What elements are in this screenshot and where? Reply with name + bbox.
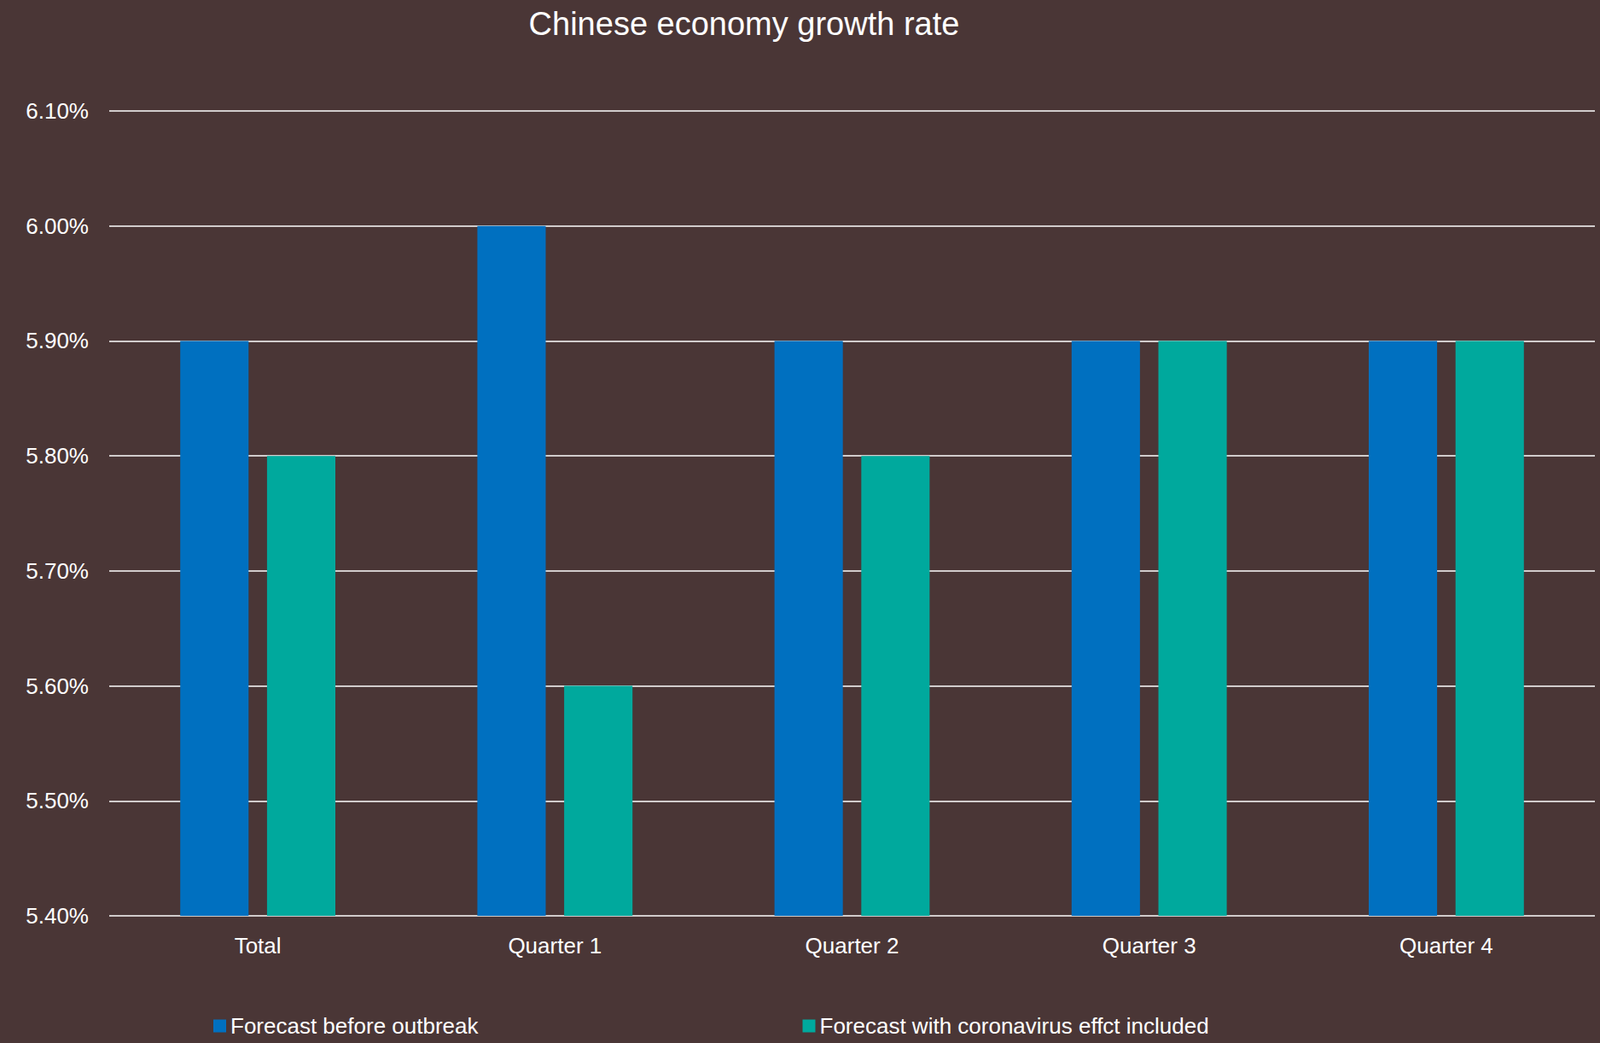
svg-text:Forecast with coronavirus effc: Forecast with coronavirus effct included	[819, 1012, 1209, 1039]
svg-text:5.90%: 5.90%	[25, 327, 89, 354]
svg-text:Quarter 2: Quarter 2	[805, 932, 900, 959]
svg-text:5.40%: 5.40%	[25, 902, 89, 929]
svg-text:Total: Total	[234, 932, 282, 959]
svg-text:Quarter 3: Quarter 3	[1102, 932, 1197, 959]
svg-text:5.50%: 5.50%	[25, 787, 89, 814]
svg-text:Forecast before outbreak: Forecast before outbreak	[230, 1012, 479, 1039]
svg-text:5.60%: 5.60%	[25, 673, 89, 699]
svg-text:6.00%: 6.00%	[25, 213, 89, 239]
svg-text:Quarter 1: Quarter 1	[507, 932, 602, 959]
svg-text:5.80%: 5.80%	[25, 442, 89, 469]
svg-text:Quarter 4: Quarter 4	[1399, 932, 1494, 959]
svg-text:Chinese economy growth rate: Chinese economy growth rate	[529, 5, 960, 42]
svg-text:5.70%: 5.70%	[25, 558, 89, 584]
svg-text:6.10%: 6.10%	[25, 98, 89, 124]
